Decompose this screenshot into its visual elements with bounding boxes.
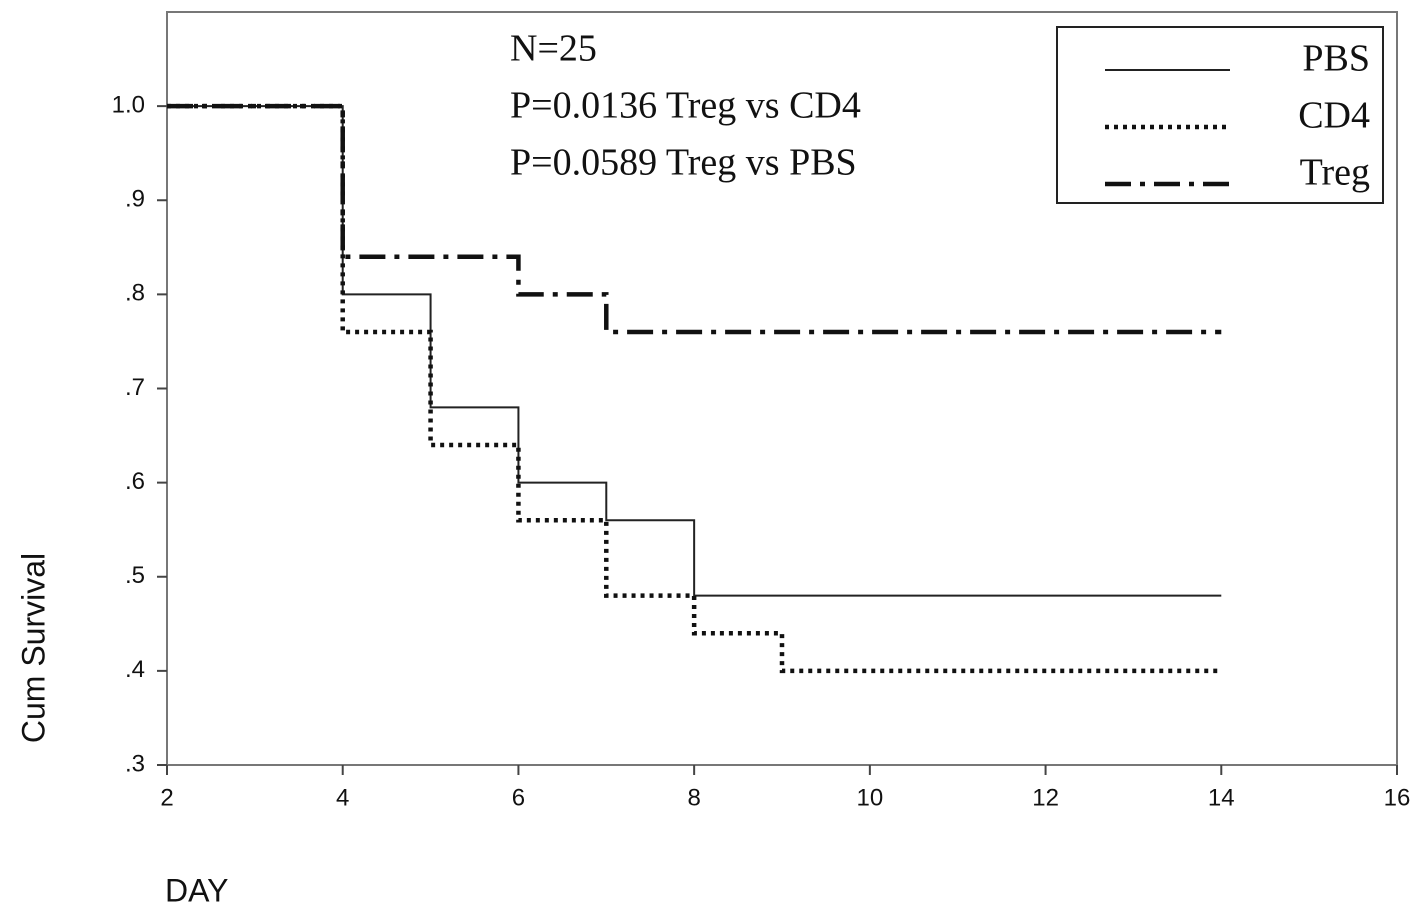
legend-box bbox=[1056, 26, 1384, 204]
y-tick-label: .7 bbox=[125, 374, 145, 401]
survival-line bbox=[167, 103, 1222, 674]
legend-label: Treg bbox=[1300, 152, 1370, 194]
legend-label: PBS bbox=[1302, 38, 1370, 80]
y-tick-label: 1.0 bbox=[112, 91, 145, 118]
x-tick-label: 6 bbox=[512, 784, 525, 811]
y-tick-label: .3 bbox=[125, 750, 145, 777]
legend-label: CD4 bbox=[1298, 95, 1370, 137]
y-tick-label: .6 bbox=[125, 468, 145, 495]
x-tick-label: 16 bbox=[1384, 784, 1411, 811]
survival-line bbox=[167, 105, 1222, 597]
x-tick-label: 8 bbox=[687, 784, 700, 811]
x-axis-label: DAY bbox=[165, 872, 228, 908]
y-tick-label: .9 bbox=[125, 186, 145, 213]
y-tick-label: .4 bbox=[125, 656, 145, 683]
x-tick-label: 14 bbox=[1208, 784, 1235, 811]
x-tick-label: 2 bbox=[160, 784, 173, 811]
y-axis-label: Cum Survival bbox=[15, 553, 51, 743]
x-tick-label: 4 bbox=[336, 784, 349, 811]
y-tick-label: .8 bbox=[125, 280, 145, 307]
x-tick-label: 10 bbox=[857, 784, 884, 811]
annotation: P=0.0589 Treg vs PBS bbox=[510, 142, 857, 184]
survival-line bbox=[167, 103, 1222, 335]
annotation: N=25 bbox=[510, 28, 597, 70]
annotation: P=0.0136 Treg vs CD4 bbox=[510, 85, 861, 127]
x-tick-label: 12 bbox=[1032, 784, 1059, 811]
y-tick-label: .5 bbox=[125, 562, 145, 589]
